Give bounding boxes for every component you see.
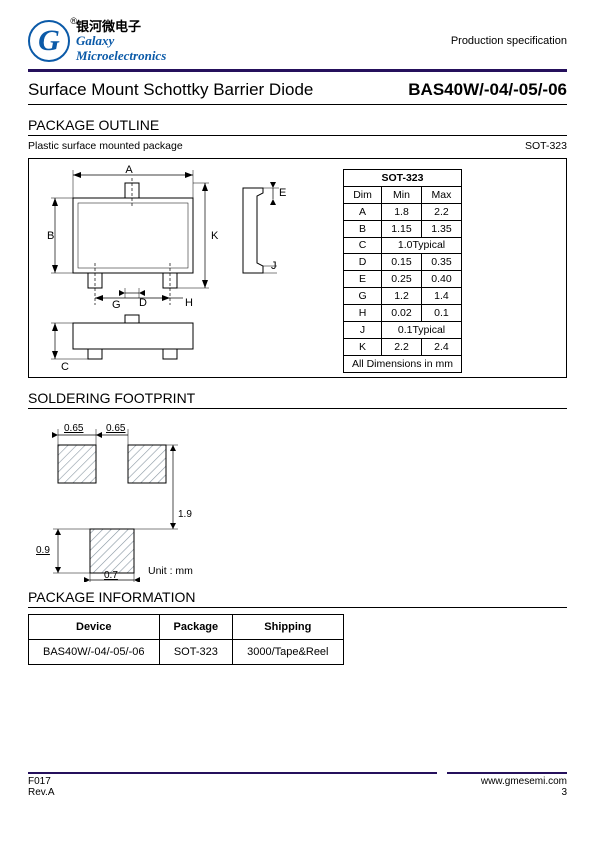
dim-cell: 1.0Typical (382, 237, 462, 254)
soldering-footprint-diagram: 0.65 0.65 1.9 0.9 0.7 (28, 417, 288, 582)
dim-table-title: SOT-323 (344, 169, 462, 186)
logo-group: G ® 银河微电子 Galaxy Microelectronics (28, 20, 166, 63)
svg-text:0.65: 0.65 (106, 423, 126, 434)
dim-cell: 0.35 (421, 254, 461, 271)
dim-cell: 1.4 (421, 288, 461, 305)
svg-text:1.9: 1.9 (178, 509, 192, 520)
product-title: Surface Mount Schottky Barrier Diode (28, 80, 313, 100)
logo-chinese: 银河微电子 (76, 20, 166, 34)
logo-english-2: Microelectronics (76, 49, 166, 63)
dim-cell: 0.40 (421, 271, 461, 288)
package-outline-diagram: A B K G D (33, 163, 333, 373)
package-info-table: Device Package Shipping BAS40W/-04/-05/-… (28, 614, 344, 665)
dim-cell: 1.8 (382, 203, 422, 220)
dim-cell: 2.4 (421, 338, 461, 355)
dim-cell: 1.15 (382, 220, 422, 237)
footer-right: www.gmesemi.com 3 (447, 772, 567, 798)
header: G ® 银河微电子 Galaxy Microelectronics Produc… (28, 20, 567, 72)
svg-text:G: G (112, 299, 121, 311)
svg-text:B: B (47, 230, 54, 242)
logo-letter: G (38, 24, 60, 58)
footer-code: F017 (28, 776, 437, 787)
svg-text:0.7: 0.7 (104, 570, 118, 581)
svg-text:0.9: 0.9 (36, 545, 50, 556)
soldering-footprint-heading: SOLDERING FOOTPRINT (28, 390, 567, 409)
dim-col-1: Min (382, 186, 422, 203)
logo-circle: G ® (28, 20, 70, 62)
product-code: BAS40W/-04/-05/-06 (408, 80, 567, 100)
svg-text:K: K (211, 230, 219, 242)
svg-text:H: H (185, 297, 193, 309)
package-outline-subtitle: Plastic surface mounted package SOT-323 (28, 140, 567, 152)
outline-box: A B K G D (28, 158, 567, 378)
svg-text:0.65: 0.65 (64, 423, 84, 434)
dim-cell: 2.2 (421, 203, 461, 220)
pkginfo-cell: 3000/Tape&Reel (233, 639, 343, 664)
svg-text:C: C (61, 361, 69, 373)
dim-cell: G (344, 288, 382, 305)
dim-cell: H (344, 305, 382, 322)
dim-cell: A (344, 203, 382, 220)
pkg-subtitle-right: SOT-323 (525, 140, 567, 152)
dim-col-2: Max (421, 186, 461, 203)
dim-cell: J (344, 322, 382, 339)
dim-cell: 2.2 (382, 338, 422, 355)
pkginfo-cell: SOT-323 (159, 639, 233, 664)
footer-page: 3 (447, 787, 567, 798)
pkginfo-col-0: Device (29, 614, 160, 639)
package-info-heading: PACKAGE INFORMATION (28, 589, 567, 608)
pkginfo-col-1: Package (159, 614, 233, 639)
pkg-subtitle-left: Plastic surface mounted package (28, 140, 183, 152)
dim-cell: K (344, 338, 382, 355)
dim-cell: 0.02 (382, 305, 422, 322)
dim-footer: All Dimensions in mm (344, 355, 462, 372)
pkginfo-col-2: Shipping (233, 614, 343, 639)
package-outline-heading: PACKAGE OUTLINE (28, 117, 567, 136)
logo-text: 银河微电子 Galaxy Microelectronics (76, 20, 166, 63)
logo-english-1: Galaxy (76, 34, 166, 48)
svg-text:E: E (279, 187, 286, 199)
logo-registered: ® (70, 16, 77, 26)
footer-rev: Rev.A (28, 787, 437, 798)
footer: F017 Rev.A www.gmesemi.com 3 (28, 772, 567, 798)
dim-cell: D (344, 254, 382, 271)
footer-left: F017 Rev.A (28, 772, 437, 798)
dim-cell: 0.1 (421, 305, 461, 322)
dim-cell: B (344, 220, 382, 237)
dim-cell: 1.2 (382, 288, 422, 305)
spec-label: Production specification (451, 35, 567, 47)
svg-text:D: D (139, 297, 147, 309)
pkginfo-cell: BAS40W/-04/-05/-06 (29, 639, 160, 664)
svg-text:A: A (125, 164, 133, 176)
dimension-table: SOT-323 Dim Min Max A1.82.2B1.151.35C1.0… (343, 169, 462, 373)
title-bar: Surface Mount Schottky Barrier Diode BAS… (28, 80, 567, 105)
dim-cell: C (344, 237, 382, 254)
footer-url: www.gmesemi.com (447, 776, 567, 787)
dim-cell: E (344, 271, 382, 288)
dim-cell: 0.25 (382, 271, 422, 288)
dim-col-0: Dim (344, 186, 382, 203)
dim-cell: 0.15 (382, 254, 422, 271)
dim-cell: 1.35 (421, 220, 461, 237)
dim-cell: 0.1Typical (382, 322, 462, 339)
